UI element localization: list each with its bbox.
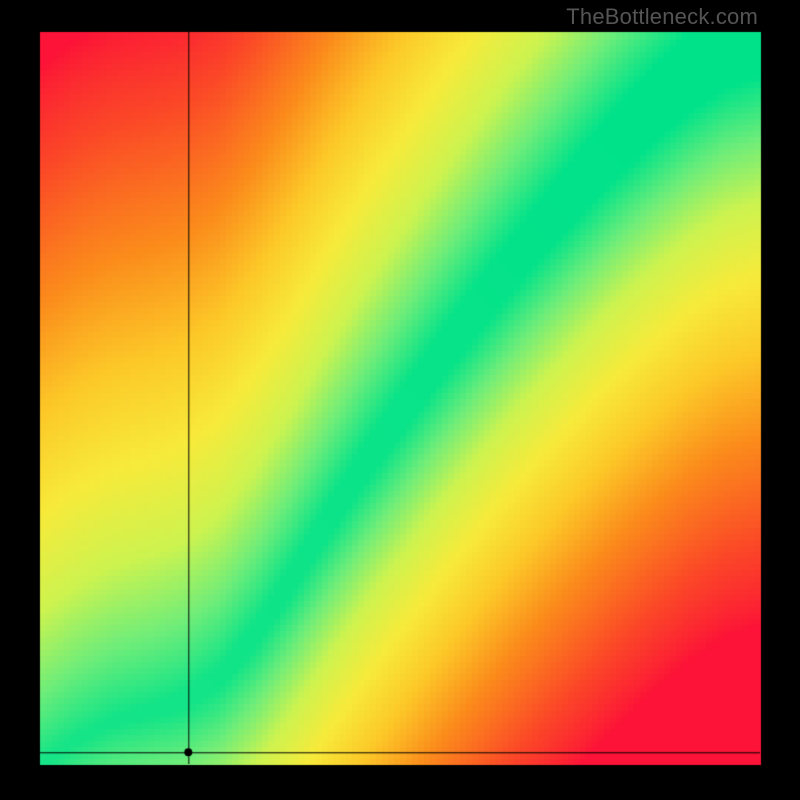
bottleneck-heatmap: [0, 0, 800, 800]
watermark-text: TheBottleneck.com: [566, 4, 758, 30]
